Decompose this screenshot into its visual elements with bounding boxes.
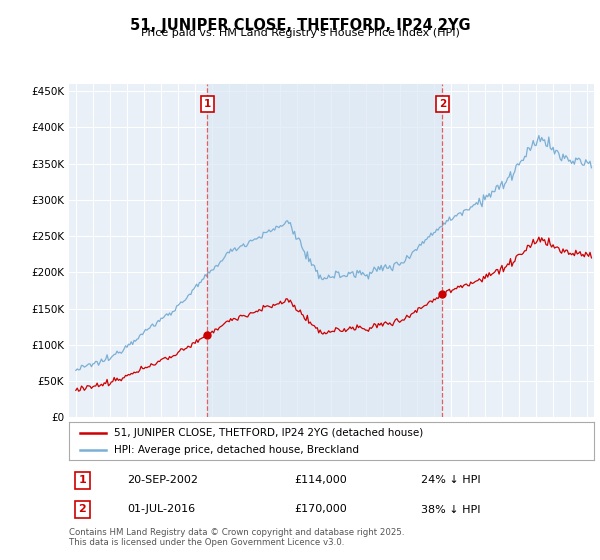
Text: 2: 2 bbox=[78, 505, 86, 515]
Text: Price paid vs. HM Land Registry's House Price Index (HPI): Price paid vs. HM Land Registry's House … bbox=[140, 28, 460, 38]
Text: 24% ↓ HPI: 24% ↓ HPI bbox=[421, 475, 481, 485]
Text: £114,000: £114,000 bbox=[295, 475, 347, 485]
Text: 20-SEP-2002: 20-SEP-2002 bbox=[127, 475, 198, 485]
Text: 51, JUNIPER CLOSE, THETFORD, IP24 2YG (detached house): 51, JUNIPER CLOSE, THETFORD, IP24 2YG (d… bbox=[113, 427, 423, 437]
Text: 1: 1 bbox=[78, 475, 86, 485]
Bar bbox=[208, 84, 442, 417]
Text: 1: 1 bbox=[204, 99, 211, 109]
Text: 01-JUL-2016: 01-JUL-2016 bbox=[127, 505, 195, 515]
Text: HPI: Average price, detached house, Breckland: HPI: Average price, detached house, Brec… bbox=[113, 445, 359, 455]
Text: Contains HM Land Registry data © Crown copyright and database right 2025.
This d: Contains HM Land Registry data © Crown c… bbox=[69, 528, 404, 547]
Text: 38% ↓ HPI: 38% ↓ HPI bbox=[421, 505, 480, 515]
Text: £170,000: £170,000 bbox=[295, 505, 347, 515]
Text: 2: 2 bbox=[439, 99, 446, 109]
Text: 51, JUNIPER CLOSE, THETFORD, IP24 2YG: 51, JUNIPER CLOSE, THETFORD, IP24 2YG bbox=[130, 18, 470, 33]
